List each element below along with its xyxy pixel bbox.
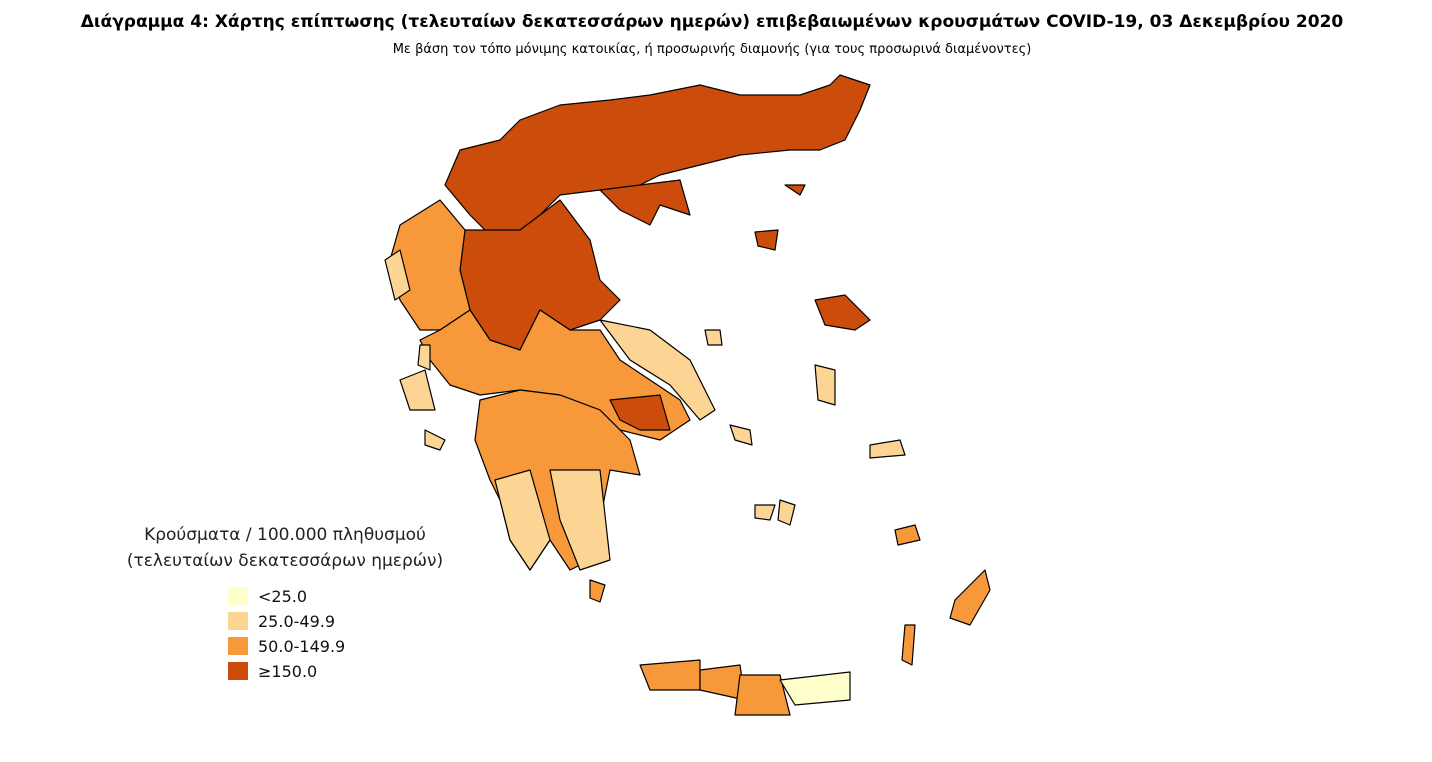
region <box>894 524 921 546</box>
region <box>814 364 836 406</box>
region <box>444 74 871 236</box>
region <box>549 469 611 571</box>
title: Διάγραμμα 4: Χάρτης επίπτωσης (τελευταίω… <box>81 12 1344 32</box>
region <box>734 674 791 716</box>
legend-label: <25.0 <box>258 587 307 606</box>
legend: <25.0 25.0-49.9 50.0-149.9 ≥150.0 <box>228 587 345 681</box>
region <box>589 579 606 603</box>
region <box>424 429 446 451</box>
region <box>949 569 991 626</box>
legend-title: (τελευταίων δεκατεσσάρων ημερών) <box>127 551 443 571</box>
region <box>754 504 776 521</box>
legend-swatch <box>228 587 248 605</box>
region <box>784 184 806 196</box>
region <box>384 249 411 301</box>
legend-label: ≥150.0 <box>258 662 317 681</box>
map <box>384 74 991 716</box>
legend-title: Κρούσματα / 100.000 πληθυσμού <box>144 525 426 545</box>
legend-label: 25.0-49.9 <box>258 612 335 631</box>
legend-swatch <box>228 637 248 655</box>
region <box>901 624 916 666</box>
region <box>494 469 551 571</box>
legend-label: 50.0-149.9 <box>258 637 345 656</box>
legend-swatch <box>228 612 248 630</box>
region <box>639 659 701 691</box>
region <box>777 499 796 526</box>
subtitle: Με βάση τον τόπο μόνιμης κατοικίας, ή πρ… <box>393 42 1032 57</box>
region <box>417 344 431 371</box>
legend-swatch <box>228 662 248 680</box>
region <box>704 329 723 346</box>
region <box>599 179 691 226</box>
region <box>729 424 753 446</box>
region <box>779 671 851 706</box>
region <box>609 394 671 431</box>
region <box>754 229 779 251</box>
region <box>869 439 906 459</box>
region <box>399 369 436 411</box>
region <box>814 294 871 331</box>
region <box>599 319 716 421</box>
